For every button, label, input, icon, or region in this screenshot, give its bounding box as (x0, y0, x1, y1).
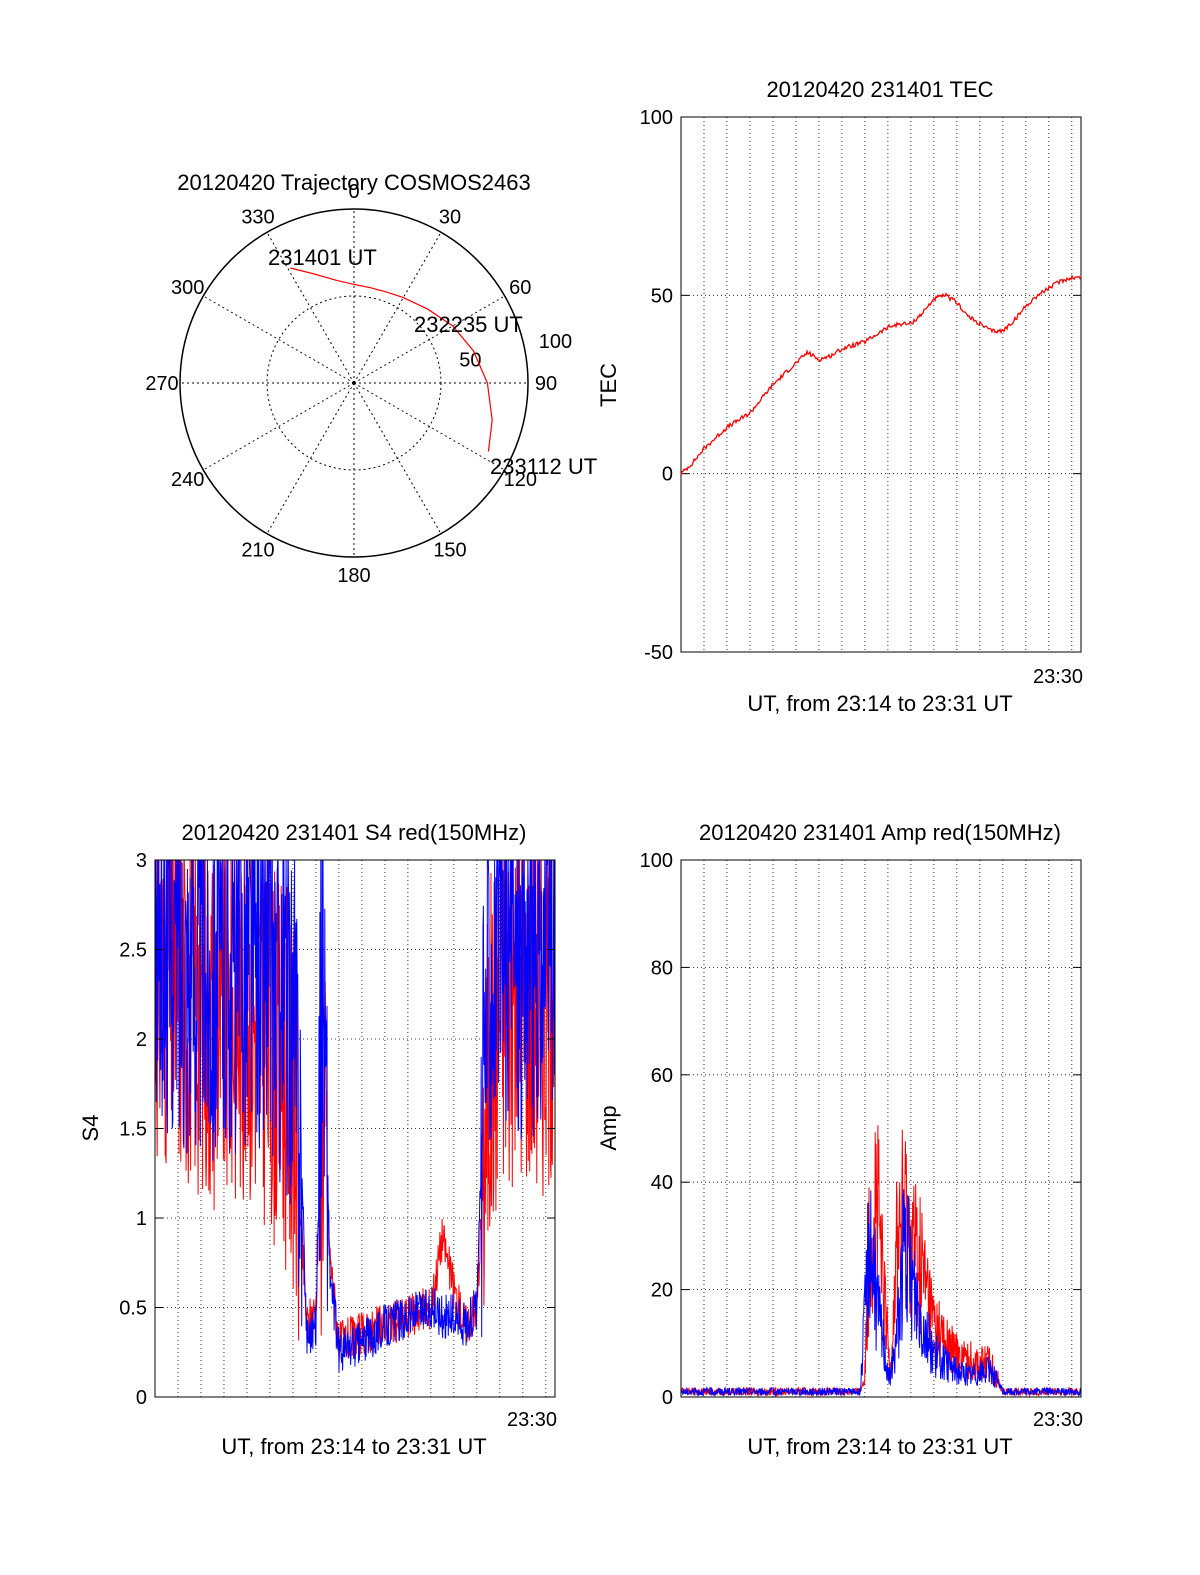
azimuth-label: 240 (171, 469, 204, 491)
azimuth-label: 330 (241, 207, 274, 229)
y-tick-label: 0 (662, 464, 673, 486)
y-tick-label: 60 (651, 1065, 673, 1087)
radial-label: 50 (459, 349, 481, 371)
amp-title: 20120420 231401 Amp red(150MHz) (699, 820, 1061, 845)
y-tick-label: 1 (136, 1208, 147, 1230)
amp-grid (681, 860, 1081, 1397)
radial-label: 100 (539, 331, 572, 353)
azimuth-label: 150 (433, 539, 466, 561)
annotation-end: 233112 UT (490, 454, 597, 479)
polar-spoke (353, 232, 442, 384)
azimuth-label: 30 (439, 207, 461, 229)
y-tick-label: 0.5 (119, 1298, 147, 1320)
azimuth-label: 90 (535, 373, 557, 395)
tec-axes-frame (680, 116, 1082, 653)
tec-x-tick: 23:30 (1033, 666, 1083, 688)
s4-panel: 20120420 231401 S4 red(150MHz) 3 2.5 2 1.5 1… (78, 820, 557, 1459)
y-tick-label: 2.5 (119, 940, 147, 962)
y-tick-label: 2 (136, 1029, 147, 1051)
polar-spoke (203, 382, 355, 471)
amp-x-tick: 23:30 (1033, 1409, 1083, 1431)
y-tick-label: 20 (651, 1280, 673, 1302)
annotation-mid: 232235 UT (414, 312, 523, 337)
y-tick-label: -50 (644, 642, 673, 664)
s4-x-tick: 23:30 (507, 1409, 557, 1431)
polar-spoke (353, 382, 505, 471)
polar-title: 20120420 Trajectory COSMOS2463 (177, 170, 530, 195)
s4-title: 20120420 231401 S4 red(150MHz) (182, 820, 527, 845)
amp-y-label: Amp (596, 1105, 621, 1150)
trajectory-line (290, 267, 493, 452)
tec-title: 20120420 231401 TEC (766, 77, 993, 102)
polar-trajectory-panel: 20120420 Trajectory COSMOS2463 0 30 60 90 12… (145, 170, 597, 587)
amp-panel: 20120420 231401 Amp red(150MHz) 100 80 60 4… (596, 820, 1083, 1459)
y-tick-label: 3 (136, 850, 147, 872)
polar-spoke (353, 382, 442, 534)
amp-x-label: UT, from 23:14 to 23:31 UT (747, 1434, 1012, 1459)
polar-spoke (266, 382, 355, 534)
y-tick-label: 80 (651, 957, 673, 979)
y-tick-label: 1.5 (119, 1119, 147, 1141)
azimuth-label: 270 (145, 373, 178, 395)
y-tick-label: 0 (136, 1387, 147, 1409)
azimuth-label: 120 (504, 469, 537, 491)
polar-spoke (266, 232, 355, 384)
s4-y-label: S4 (78, 1115, 103, 1142)
azimuth-label: 300 (171, 277, 204, 299)
s4-series (154, 859, 556, 1373)
polar-outer-circle (179, 208, 529, 558)
azimuth-label: 210 (241, 539, 274, 561)
azimuth-label: 60 (509, 277, 531, 299)
azimuth-label: 0 (348, 181, 359, 203)
series-line-1 (680, 1189, 1082, 1397)
y-tick-label: 40 (651, 1172, 673, 1194)
tec-y-ticks: 100 50 0 -50 (640, 107, 1081, 664)
annotation-start: 231401 UT (268, 245, 377, 270)
series-line-0 (154, 859, 556, 1362)
tec-grid (681, 117, 1081, 652)
polar-spoke (353, 295, 505, 384)
s4-y-ticks: 3 2.5 2 1.5 1 0.5 0 (119, 850, 555, 1409)
polar-radial-labels: 50 100 (459, 331, 572, 371)
y-tick-label: 100 (640, 850, 673, 872)
y-tick-label: 0 (662, 1387, 673, 1409)
polar-spoke (203, 295, 355, 384)
s4-x-label: UT, from 23:14 to 23:31 UT (221, 1434, 486, 1459)
tec-y-label: TEC (596, 363, 621, 407)
azimuth-label: 180 (337, 565, 370, 587)
polar-azimuth-labels: 0 30 60 90 120 150 180 210 240 270 300 330 (145, 181, 557, 587)
tec-panel: 20120420 231401 TEC 100 50 0 -50 23:30 UT, … (596, 77, 1083, 716)
series-line-0 (680, 1125, 1082, 1398)
tec-x-label: UT, from 23:14 to 23:31 UT (747, 691, 1012, 716)
polar-grid (179, 208, 529, 558)
tec-series (680, 274, 1082, 476)
y-tick-label: 100 (640, 107, 673, 129)
amp-axes-frame (680, 859, 1082, 1398)
amp-series (680, 1125, 1082, 1398)
series-line-0 (680, 274, 1082, 476)
y-tick-label: 50 (651, 285, 673, 307)
amp-y-ticks: 100 80 60 40 20 0 (640, 850, 1081, 1409)
